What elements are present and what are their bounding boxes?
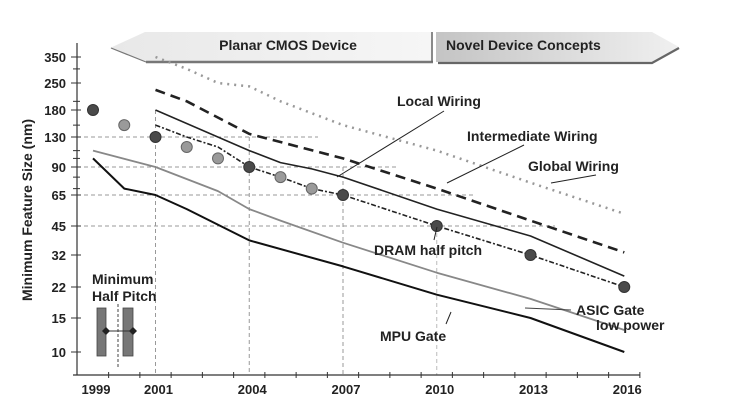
dram-marker-2013 [524,249,537,261]
roadmap-banners: Planar CMOS Device Novel Device Concepts [110,32,680,65]
dram-markers [87,104,631,293]
y-tick-label: 250 [44,76,66,91]
annotations: Local Wiring Intermediate Wiring Global … [92,93,665,368]
series-mpu-gate [92,157,625,353]
inset-diamond-left-icon [102,327,110,335]
dram-marker-2002 [180,141,193,154]
x-tick-label: 2001 [144,382,173,397]
annotation-local-wiring: Local Wiring [397,93,481,109]
leader-mpu-gate [445,311,452,325]
inset-label-minimum: Minimum [92,271,153,287]
dram-marker-2006 [305,182,318,195]
reference-gridlines [77,110,555,375]
annotation-dram-half-pitch: DRAM half pitch [374,242,482,258]
dram-marker-2003 [212,152,224,165]
leader-dram-half-pitch [433,226,438,241]
banner-planar-lead-line [110,47,147,63]
annotation-mpu-gate: MPU Gate [380,328,446,344]
series-global-wiring [155,55,625,215]
dram-marker-2000 [118,119,131,132]
banner-novel-bottom-edge [438,47,680,65]
banner-novel-label: Novel Device Concepts [446,37,601,53]
series-dram-half-pitch [155,124,625,288]
dram-marker-1999 [87,104,99,116]
inset-diamond-right-icon [129,327,137,335]
x-tick-label: 2007 [332,382,361,397]
dram-marker-2004 [243,161,256,173]
banner-planar-label: Planar CMOS Device [219,37,357,53]
dram-marker-2010 [430,220,443,232]
leader-intermediate-wiring [446,144,525,184]
annotation-global-wiring: Global Wiring [528,158,619,174]
y-tick-label: 22 [52,280,66,295]
y-tick-label: 180 [44,103,66,118]
y-tick-label: 350 [44,50,66,65]
series-intermediate-wiring [155,88,625,254]
y-tick-label: 65 [52,188,66,203]
half-pitch-inset: Minimum Half Pitch [92,271,157,368]
x-tick-label: 2010 [425,382,454,397]
leader-asic-gate [524,307,572,311]
dram-marker-2001 [149,131,162,143]
y-tick-label: 45 [52,219,66,234]
x-tick-label: 1999 [82,382,111,397]
dram-marker-2007 [337,189,349,201]
y-tick-label: 130 [44,130,66,145]
y-tick-label: 10 [52,345,66,360]
annotation-low-power: low power [596,317,665,333]
x-tick-label: 2004 [238,382,268,397]
series-local-wiring [155,109,625,277]
dram-marker-2016 [618,281,631,293]
banner-planar-cmos-shape [110,32,433,62]
banner-novel-device-shape [436,32,679,62]
dram-marker-2005 [274,171,287,184]
annotation-asic-gate: ASIC Gate [576,302,645,318]
x-tick-label: 2013 [519,382,548,397]
annotation-intermediate-wiring: Intermediate Wiring [467,128,598,144]
y-tick-label: 90 [52,160,66,175]
y-axis-label: Minimum Feature Size (nm) [19,119,35,301]
y-tick-label: 32 [52,248,66,263]
y-tick-label: 15 [52,311,66,326]
leader-local-wiring [336,110,445,178]
leader-global-wiring [550,174,597,184]
series-asic-gate-low-power [92,149,625,331]
x-tick-label: 2016 [613,382,642,397]
inset-label-half-pitch: Half Pitch [92,288,157,304]
axes: 350 250 180 130 90 65 45 32 22 15 10 1999 2001 2004 20… [44,43,642,397]
series-lines [92,55,625,353]
